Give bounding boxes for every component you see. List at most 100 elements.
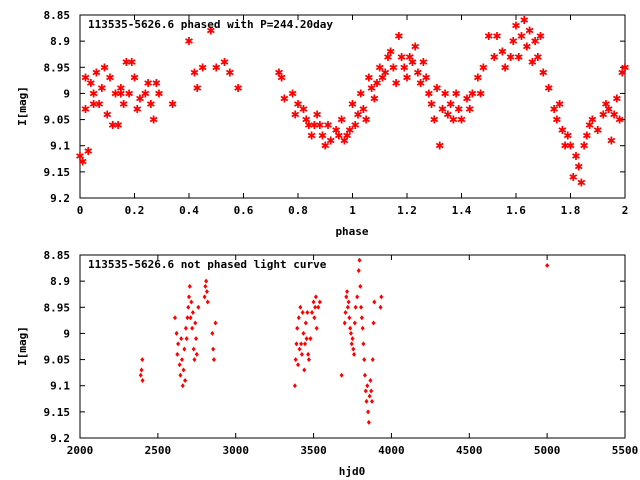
raw-y-tick-label: 9 (63, 327, 70, 340)
raw-data-point (362, 357, 367, 363)
raw-data-point (179, 357, 184, 363)
phased-y-tick-label: 9 (63, 87, 70, 100)
raw-data-point (302, 367, 307, 373)
phased-data-point: ✱ (427, 98, 436, 111)
phased-data-point: ✱ (484, 30, 493, 43)
raw-data-point (172, 315, 177, 321)
phased-data-point: ✱ (293, 98, 302, 111)
phased-y-tick-label: 8.85 (44, 9, 71, 22)
raw-data-point (378, 304, 383, 310)
phased-y-tick-label: 9.1 (50, 140, 70, 153)
phased-data-point: ✱ (220, 56, 229, 69)
phased-x-tick-label: 0.4 (179, 204, 199, 217)
raw-data-point (369, 388, 374, 394)
phased-data-point: ✱ (356, 87, 365, 100)
raw-data-point (366, 419, 371, 425)
phased-data-point: ✱ (130, 72, 139, 85)
raw-data-point (174, 330, 179, 336)
phased-data-point: ✱ (103, 108, 112, 121)
phased-data-point: ✱ (326, 134, 335, 147)
raw-data-point (368, 377, 373, 383)
raw-data-point (179, 336, 184, 342)
raw-x-axis-label: hjd0 (339, 465, 366, 478)
raw-data-point (140, 357, 145, 363)
raw-data-point (175, 351, 180, 357)
phased-data-point: ✱ (81, 103, 90, 116)
phased-data-point: ✱ (312, 108, 321, 121)
phased-data-point: ✱ (473, 72, 482, 85)
raw-data-point (366, 409, 371, 415)
raw-y-tick-label: 9.05 (44, 354, 71, 367)
raw-data-point (370, 357, 375, 363)
phased-data-point: ✱ (348, 98, 357, 111)
phased-data-point: ✱ (225, 67, 234, 80)
phased-x-tick-label: 1.6 (506, 204, 526, 217)
raw-data-point (140, 377, 145, 383)
phased-x-tick-label: 0.6 (234, 204, 254, 217)
raw-x-tick-label: 5500 (612, 444, 639, 457)
phased-y-tick-label: 9.15 (44, 166, 71, 179)
phased-data-point: ✱ (446, 98, 455, 111)
raw-data-point (349, 341, 354, 347)
raw-data-point (139, 367, 144, 373)
raw-data-point (351, 346, 356, 352)
raw-data-point (184, 336, 189, 342)
raw-data-point (189, 299, 194, 305)
raw-data-point (303, 341, 308, 347)
phased-data-point: ✱ (533, 51, 542, 64)
phased-data-point: ✱ (566, 140, 575, 153)
raw-data-point (299, 351, 304, 357)
phased-x-tick-label: 1 (349, 204, 356, 217)
phased-data-point: ✱ (372, 77, 381, 90)
phased-data-points: ✱✱✱✱✱✱✱✱✱✱✱✱✱✱✱✱✱✱✱✱✱✱✱✱✱✱✱✱✱✱✱✱✱✱✱✱✱✱✱✱… (75, 14, 629, 189)
phased-data-point: ✱ (443, 108, 452, 121)
phased-data-point: ✱ (400, 61, 409, 74)
raw-data-point (203, 283, 208, 289)
raw-data-point (347, 315, 352, 321)
raw-data-point (305, 310, 310, 316)
phased-data-point: ✱ (89, 87, 98, 100)
phased-data-point: ✱ (233, 82, 242, 95)
phased-data-point: ✱ (411, 40, 420, 53)
raw-data-point (369, 398, 374, 404)
phased-data-point: ✱ (114, 119, 123, 132)
phased-data-point: ✱ (351, 119, 360, 132)
raw-data-point (204, 289, 209, 295)
raw-data-point (359, 304, 364, 310)
phased-data-point: ✱ (133, 103, 142, 116)
raw-data-point (205, 299, 210, 305)
phased-x-tick-label: 1.2 (397, 204, 417, 217)
raw-y-tick-label: 8.85 (44, 249, 71, 262)
phased-data-point: ✱ (612, 93, 621, 106)
phased-data-point: ✱ (585, 119, 594, 132)
phased-data-point: ✱ (100, 61, 109, 74)
phased-data-point: ✱ (394, 30, 403, 43)
raw-data-point (176, 341, 181, 347)
raw-data-point (355, 294, 360, 300)
phased-data-point: ✱ (124, 87, 133, 100)
raw-data-point (342, 320, 347, 326)
raw-data-point (180, 383, 185, 389)
phased-data-point: ✱ (367, 82, 376, 95)
raw-data-point (301, 330, 306, 336)
phased-data-point: ✱ (517, 30, 526, 43)
raw-data-point (292, 383, 297, 389)
raw-data-point (183, 377, 188, 383)
phased-data-point: ✱ (405, 51, 414, 64)
phased-data-point: ✱ (588, 114, 597, 127)
raw-x-tick-label: 2500 (145, 444, 172, 457)
raw-data-point (364, 398, 369, 404)
phased-data-point: ✱ (544, 82, 553, 95)
phased-data-point: ✱ (569, 171, 578, 184)
phased-data-point: ✱ (560, 140, 569, 153)
phased-data-point: ✱ (419, 56, 428, 69)
raw-data-point (210, 330, 215, 336)
phased-data-point: ✱ (465, 103, 474, 116)
phased-data-point: ✱ (424, 87, 433, 100)
phased-data-point: ✱ (525, 25, 534, 38)
phased-data-point: ✱ (601, 98, 610, 111)
phased-data-point: ✱ (108, 119, 117, 132)
raw-data-point (361, 341, 366, 347)
raw-data-point (303, 320, 308, 326)
